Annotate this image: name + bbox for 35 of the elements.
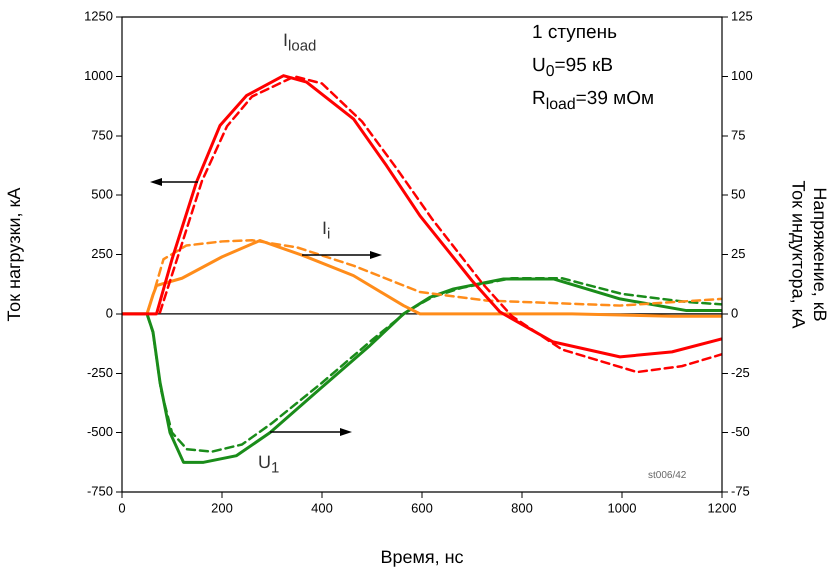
annotation: R$_{load}$=39 мОм: [532, 88, 654, 114]
x-tick-label: 200: [211, 500, 233, 516]
x-tick-label: 1200: [708, 500, 736, 516]
y-tick-label: 0: [106, 305, 113, 320]
y2-tick-label: 75: [731, 127, 746, 142]
y2-tick-label: 50: [731, 186, 746, 202]
y-tick-label: 1000: [84, 68, 113, 83]
x-axis-title: Время, нс: [380, 547, 464, 568]
y-tick-label: -500: [86, 424, 113, 440]
y-tick-label: 1250: [84, 8, 113, 24]
series-label: I$_{load}$: [283, 30, 316, 55]
y2-tick-label: 0: [731, 305, 738, 320]
annotation: 1 ступень: [532, 22, 618, 44]
x-tick-label: 600: [411, 500, 433, 516]
y2-tick-label: -25: [731, 364, 750, 380]
y-tick-label: -750: [86, 484, 113, 499]
y2-tick-label: 25: [731, 246, 746, 262]
x-tick-label: 400: [311, 500, 333, 516]
series-label: U$_{1}$: [258, 452, 280, 477]
y-tick-label: 750: [91, 127, 113, 142]
y-tick-label: -250: [86, 364, 113, 380]
y2-tick-label: -75: [731, 484, 750, 499]
series-label: I$_{i}$: [322, 218, 330, 243]
annotation: st006/42: [648, 470, 686, 481]
y-axis-title: Ток нагрузки, кА: [4, 188, 24, 322]
y-tick-label: 250: [91, 246, 113, 262]
annotation: U$_{0}$=95 кВ: [532, 55, 614, 81]
y2-axis-title: Напряжение, кВ Ток индуктора, кА: [788, 180, 830, 329]
y2-tick-label: -50: [731, 424, 750, 440]
x-tick-label: 1000: [608, 500, 636, 516]
y-tick-label: 500: [91, 186, 113, 202]
x-tick-label: 0: [118, 500, 126, 516]
x-tick-label: 800: [511, 500, 533, 516]
y2-tick-label: 125: [731, 8, 753, 24]
y2-tick-label: 100: [731, 68, 753, 83]
